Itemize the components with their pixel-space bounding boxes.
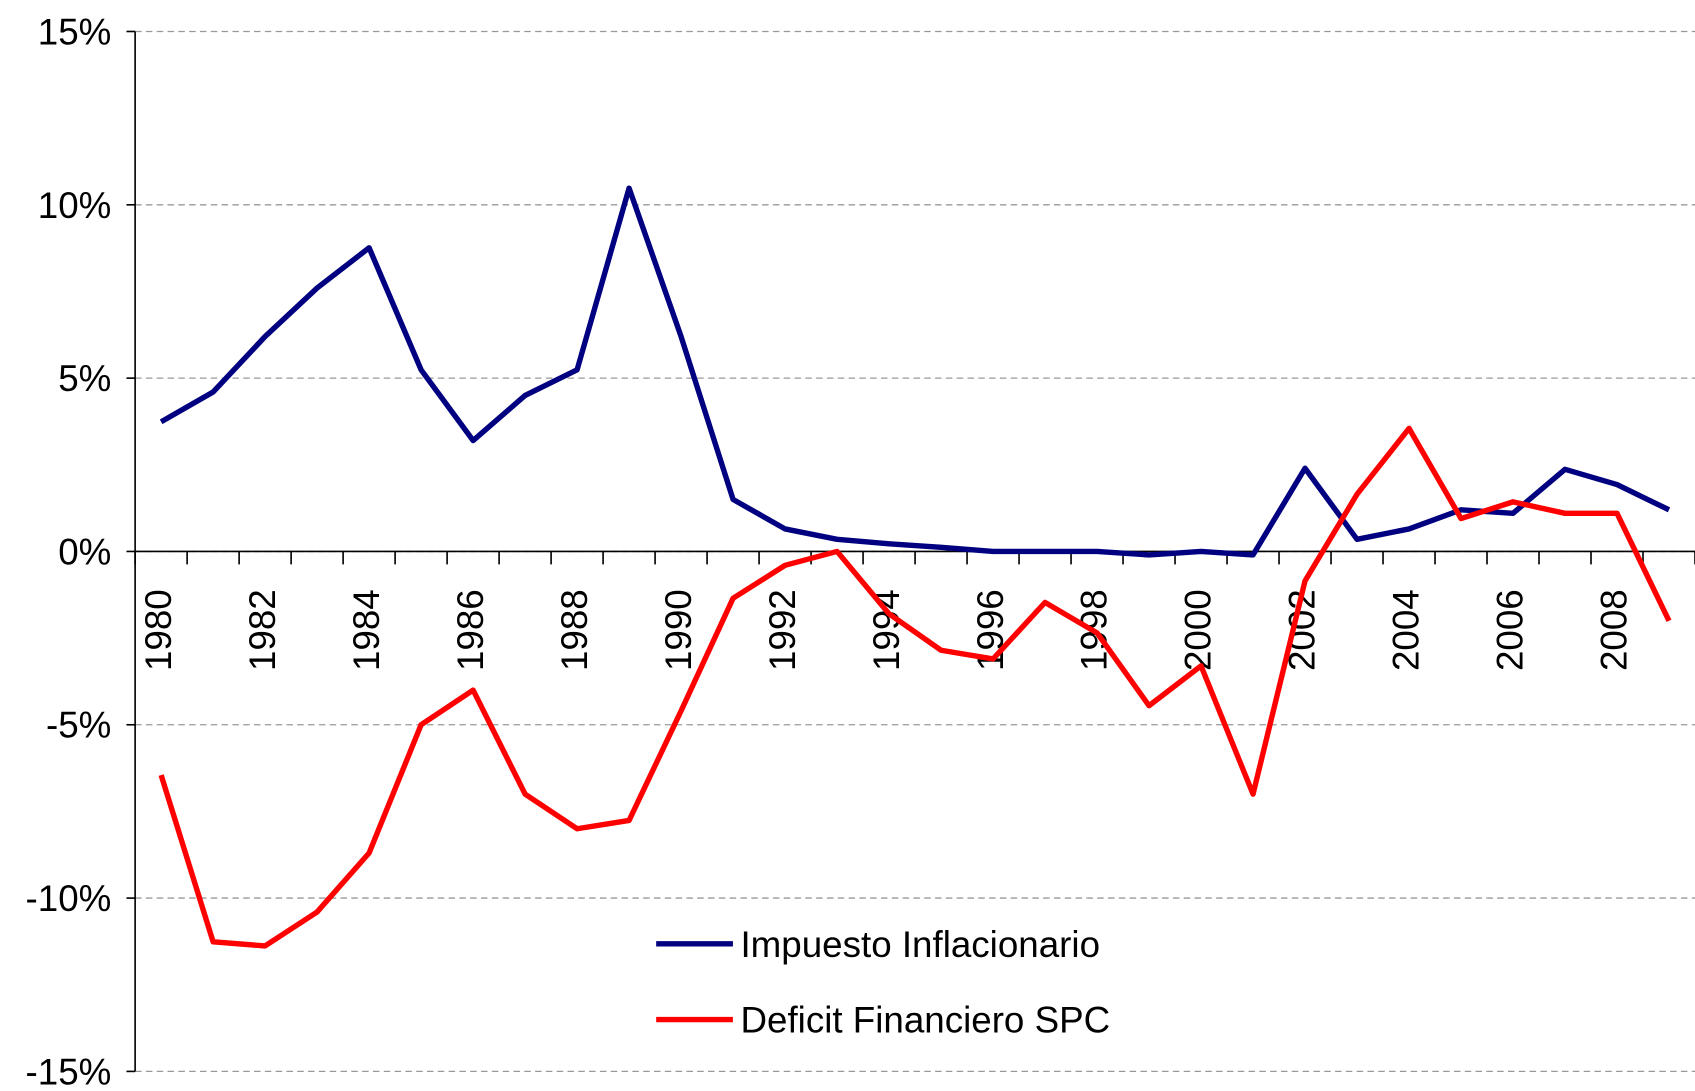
x-tick-label: 1992: [762, 589, 803, 671]
x-tick-label: 2004: [1386, 589, 1427, 671]
y-tick-label: 10%: [38, 185, 112, 226]
x-tick-label: 1990: [658, 589, 699, 671]
y-tick-label: 15%: [38, 11, 112, 52]
x-tick-label: 1982: [242, 589, 283, 671]
x-tick-label: 1984: [346, 589, 387, 671]
series-line: [158, 425, 1672, 949]
legend-label: Impuesto Inflacionario: [740, 924, 1100, 965]
series-line: [159, 185, 1671, 558]
x-tick-label: 1980: [138, 589, 179, 671]
x-tick-label: 1994: [866, 589, 907, 671]
x-tick-label: 1988: [554, 589, 595, 671]
x-tick-label: 2000: [1178, 589, 1219, 671]
y-tick-label: 5%: [58, 358, 111, 399]
y-tick-label: -5%: [46, 705, 111, 746]
y-tick-label: -15%: [26, 1051, 112, 1091]
y-tick-label: -10%: [26, 878, 112, 919]
x-tick-label: 1986: [450, 589, 491, 671]
x-tick-label: 2008: [1594, 589, 1635, 671]
y-tick-label: 0%: [58, 531, 111, 572]
x-tick-label: 2006: [1490, 589, 1531, 671]
legend-label: Deficit Financiero SPC: [740, 999, 1110, 1040]
